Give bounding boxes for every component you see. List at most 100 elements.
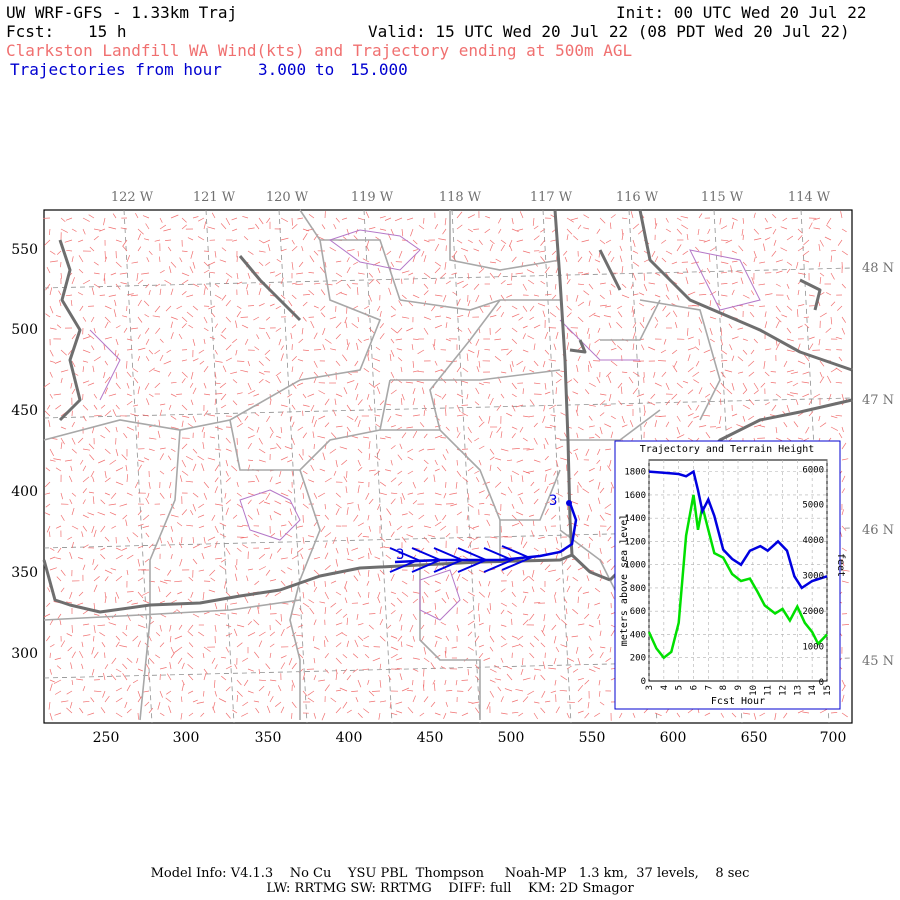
wind-barb (581, 239, 590, 243)
wind-barb (379, 437, 386, 440)
wind-barb (830, 249, 837, 252)
wind-barb (324, 477, 332, 483)
wind-barb (619, 712, 623, 719)
wind-barb (214, 294, 222, 300)
wind-barb (416, 380, 425, 384)
wind-barb (291, 679, 296, 688)
wind-barb (724, 369, 733, 373)
wind-barb (581, 272, 590, 276)
wind-barb (707, 228, 711, 235)
wind-barb (516, 360, 524, 366)
wind-barb (165, 239, 172, 241)
wind-barb (335, 503, 342, 509)
wind-barb (137, 696, 143, 703)
wind-barb (280, 353, 284, 362)
wind-barb (632, 331, 636, 340)
wind-barb (103, 272, 106, 281)
wind-barb (632, 223, 640, 230)
wind-barb (687, 413, 694, 417)
wind-barb (636, 393, 645, 397)
wind-barb (49, 652, 51, 659)
wind-barb (313, 492, 318, 499)
wind-barb (584, 389, 590, 395)
wind-barb (211, 212, 216, 219)
wind-barb (763, 360, 766, 369)
wind-barb (631, 305, 634, 313)
wind-barb (335, 508, 340, 516)
wind-barb (313, 305, 319, 309)
wind-barb (471, 701, 480, 704)
wind-barb (220, 613, 227, 615)
wind-barb (560, 675, 568, 681)
wind-barb (400, 624, 403, 631)
wind-barb (540, 642, 546, 648)
wind-barb (390, 635, 398, 639)
wind-barb (583, 523, 590, 527)
wind-barb (115, 404, 120, 410)
wind-barb (486, 540, 491, 549)
wind-barb (126, 293, 134, 296)
wind-barb (720, 283, 728, 285)
wind-barb (607, 250, 612, 256)
wind-barb (638, 292, 645, 296)
wind-barb (375, 279, 381, 285)
wind-barb (819, 312, 827, 318)
wind-barb (386, 508, 392, 516)
wind-barb (588, 479, 594, 483)
wind-barb (274, 500, 282, 505)
wind-barb (594, 259, 601, 263)
wind-barb (366, 580, 370, 586)
wind-barb (81, 663, 84, 670)
wind-barb (544, 382, 547, 390)
wind-barb (764, 217, 768, 223)
wind-barb (453, 547, 458, 556)
wind-barb (379, 514, 383, 521)
wind-barb (346, 502, 354, 505)
wind-barb (335, 492, 341, 498)
wind-barb (214, 398, 217, 406)
wind-barb (346, 558, 354, 562)
wind-barb (93, 404, 98, 410)
wind-barb (87, 512, 95, 516)
wind-barb (170, 415, 177, 420)
wind-barb (731, 355, 735, 362)
wind-barb (400, 496, 403, 505)
wind-barb (319, 468, 326, 472)
wind-barb (555, 536, 559, 544)
wind-barb (246, 575, 249, 582)
wind-barb (474, 635, 480, 643)
wind-barb (455, 679, 458, 686)
wind-barb (104, 321, 109, 329)
wind-barb (174, 580, 183, 583)
wind-barb (368, 498, 374, 505)
wind-barb (236, 503, 243, 508)
wind-barb (220, 334, 227, 340)
wind-barb (456, 624, 460, 632)
wind-barb (255, 475, 260, 483)
wind-barb (142, 600, 150, 604)
wind-barb (554, 597, 557, 604)
wind-barb (214, 541, 218, 549)
wind-barb (786, 283, 790, 289)
wind-barb (287, 393, 293, 398)
wind-barb (489, 624, 491, 632)
wind-barb (165, 305, 172, 312)
wind-barb (362, 668, 370, 671)
wind-barb (407, 470, 414, 475)
wind-barb (93, 602, 96, 610)
wind-barb (588, 553, 590, 560)
wind-barb (321, 224, 326, 230)
axis-labels: 122 W 121 W 120 W 119 W 118 W 117 W 116 W 115 W… (11, 190, 894, 746)
wind-barb (838, 356, 843, 362)
wind-barb (91, 287, 95, 296)
wind-barb (236, 272, 239, 280)
wind-barb (365, 245, 370, 252)
wind-barb (737, 371, 744, 374)
wind-barb (444, 217, 447, 226)
wind-barb (423, 591, 429, 598)
wind-barb (335, 425, 343, 428)
wind-barb (208, 589, 216, 593)
model-info-line2: LW: RRTMG SW: RRTMG DIFF: full KM: 2D Sm… (266, 881, 634, 896)
wind-barb (71, 448, 77, 454)
wind-barb (438, 238, 447, 241)
